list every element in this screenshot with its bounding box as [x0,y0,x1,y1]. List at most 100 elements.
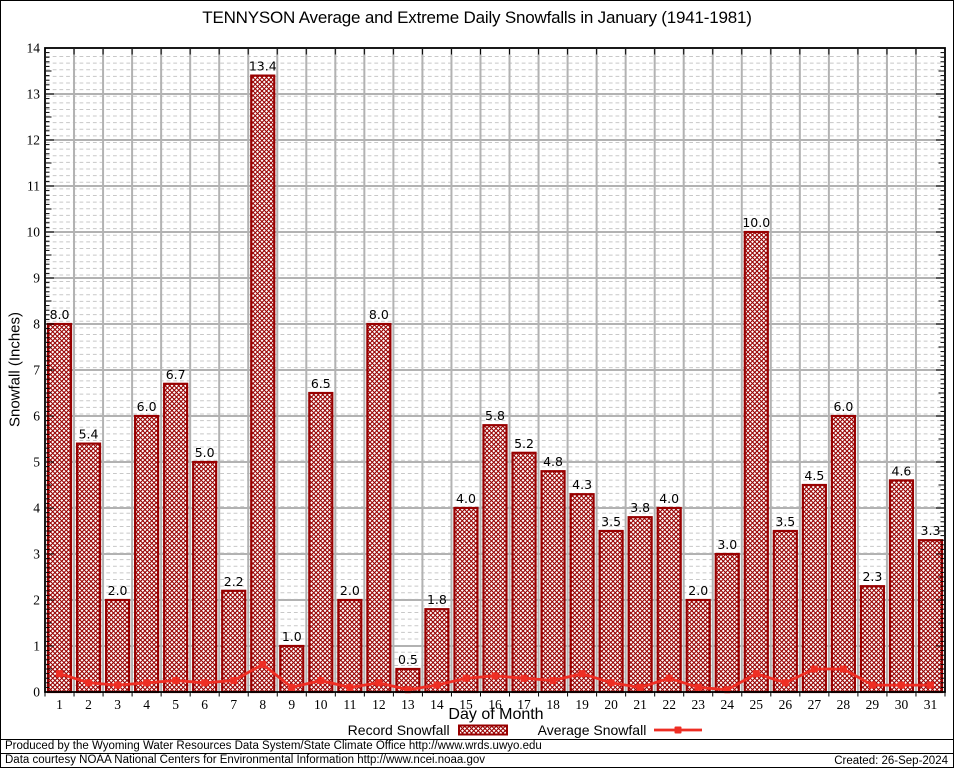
x-tick-label: 29 [866,697,880,712]
average-marker-day-11 [346,683,354,691]
x-tick-label: 24 [721,697,735,712]
record-bar-day-12 [366,322,392,694]
average-snowfall-line-icon [654,724,703,736]
record-bar-day-16 [482,424,508,694]
x-tick-label: 15 [459,697,473,712]
record-bar-day-14 [424,608,450,694]
average-marker-day-5 [172,677,180,684]
average-marker-day-9 [288,683,296,691]
bar-value-label: 5.4 [79,427,99,442]
y-axis-title: Snowfall (Inches) [6,311,24,428]
y-tick-label: 12 [27,133,41,148]
x-axis-title: Day of Month [448,706,544,723]
bar-value-label: 2.2 [224,574,244,589]
x-tick-label: 30 [895,697,909,712]
average-marker-day-7 [230,677,238,684]
average-marker-day-20 [607,679,615,687]
average-marker-day-29 [868,681,876,689]
record-bar-day-23 [685,598,711,694]
record-bar-day-10 [308,391,334,694]
bar-value-label: 2.0 [340,583,360,598]
y-tick-label: 2 [33,593,40,608]
record-bar-day-20 [598,529,624,694]
bar-value-label: 3.5 [775,514,795,529]
record-bar-day-6 [192,460,218,694]
record-bar-day-5 [163,382,189,694]
record-bar-day-18 [540,470,566,694]
x-tick-label: 31 [924,697,938,712]
average-marker-day-16 [491,672,499,680]
y-tick-label: 7 [33,363,40,378]
x-tick-label: 21 [633,697,647,712]
average-marker-day-21 [636,683,644,691]
average-marker-day-17 [520,674,528,682]
average-marker-day-8 [259,660,267,668]
x-tick-label: 25 [750,697,764,712]
x-tick-label: 27 [808,697,822,712]
record-bar-day-11 [337,598,363,694]
bar-value-label: 6.0 [137,399,157,414]
x-tick-label: 20 [604,697,618,712]
record-bar-day-21 [627,516,653,694]
x-tick-label: 23 [691,697,705,712]
bar-value-label: 0.5 [398,652,418,667]
x-tick-label: 13 [401,697,415,712]
y-tick-label: 5 [33,455,40,470]
average-marker-day-27 [810,665,818,673]
record-bar-day-19 [569,493,595,694]
record-snowfall-swatch-icon [457,724,508,736]
bar-value-label: 8.0 [369,307,389,322]
average-marker-day-1 [56,670,64,678]
bar-value-label: 1.0 [282,629,302,644]
bar-value-label: 4.5 [804,468,824,483]
y-tick-label: 4 [33,501,40,516]
footer-data-courtesy: Data courtesy NOAA National Centers for … [1,753,953,767]
record-bar-day-25 [743,230,769,694]
x-tick-label: 26 [779,697,793,712]
record-snowfall-bars: 8.0 5.4 2.0 6.0 6.7 5.0 2.2 13.4 1.0 6.5 2.0 8.0 0.5… [46,59,944,694]
bar-value-label: 4.0 [456,491,476,506]
footer-produced-by: Produced by the Wyoming Water Resources … [1,739,953,753]
bar-value-label: 6.0 [833,399,853,414]
average-marker-day-6 [201,679,209,687]
average-marker-day-19 [578,670,586,678]
record-bar-day-24 [714,552,740,694]
y-tick-label: 9 [33,271,40,286]
x-tick-label: 18 [546,697,560,712]
x-tick-label: 17 [517,697,531,712]
bar-value-label: 10.0 [742,215,770,230]
x-tick-label: 14 [430,697,444,712]
average-snowfall-markers [56,660,934,694]
record-bar-day-3 [104,598,131,694]
x-tick-label: 28 [837,697,851,712]
bar-value-label: 5.0 [195,445,215,460]
legend-label-record-snowfall: Record Snowfall [347,722,450,738]
y-tick-label: 11 [27,179,40,194]
bar-value-label: 5.2 [514,436,534,451]
record-bar-day-27 [801,483,827,694]
average-marker-day-25 [752,670,760,678]
bar-value-label: 4.0 [659,491,679,506]
average-marker-day-10 [317,677,325,684]
x-tick-label: 4 [143,697,150,712]
x-tick-label: 11 [343,697,356,712]
x-tick-label: 2 [85,697,92,712]
bar-value-label: 3.5 [601,514,621,529]
legend: Record Snowfall Average Snowfall [49,722,953,738]
y-tick-label: 1 [33,639,40,654]
y-tick-label: 3 [33,547,40,562]
bar-value-label: 3.0 [717,537,737,552]
record-bar-day-2 [75,442,102,694]
record-bar-day-28 [830,414,856,694]
y-tick-label: 13 [27,87,41,102]
bar-value-label: 4.6 [892,463,912,478]
bar-value-label: 2.3 [862,569,882,584]
y-tick-label: 6 [33,409,40,424]
bar-value-label: 2.0 [688,583,708,598]
bar-value-label: 3.3 [921,523,941,538]
average-marker-day-22 [665,674,673,682]
record-bar-day-30 [888,479,915,694]
x-tick-label: 19 [575,697,589,712]
